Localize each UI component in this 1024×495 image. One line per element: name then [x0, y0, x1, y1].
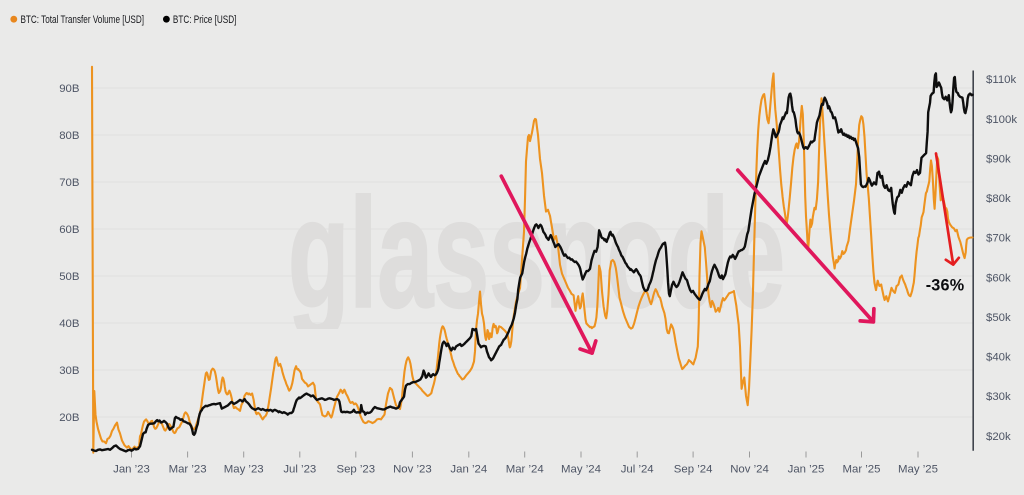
svg-text:$80k: $80k — [986, 193, 1011, 205]
svg-text:$50k: $50k — [986, 312, 1011, 324]
svg-text:May ’23: May ’23 — [224, 464, 264, 476]
svg-text:40B: 40B — [59, 318, 79, 330]
svg-text:-36%: -36% — [926, 276, 965, 294]
svg-text:$90k: $90k — [986, 153, 1011, 165]
svg-text:Sep ’23: Sep ’23 — [336, 464, 375, 476]
svg-text:$20k: $20k — [986, 431, 1011, 443]
svg-text:Nov ’23: Nov ’23 — [393, 464, 432, 476]
svg-text:May ’25: May ’25 — [898, 464, 938, 476]
svg-text:70B: 70B — [59, 177, 79, 189]
svg-text:May ’24: May ’24 — [561, 464, 601, 476]
svg-text:$70k: $70k — [986, 233, 1011, 245]
svg-text:Jan ’25: Jan ’25 — [788, 464, 825, 476]
svg-text:50B: 50B — [59, 271, 79, 283]
svg-text:Mar ’24: Mar ’24 — [506, 464, 544, 476]
svg-text:20B: 20B — [59, 412, 79, 424]
svg-text:60B: 60B — [59, 224, 79, 236]
svg-text:BTC: Total Transfer Volume [US: BTC: Total Transfer Volume [USD] — [21, 14, 145, 26]
svg-text:$30k: $30k — [986, 391, 1011, 403]
svg-text:$60k: $60k — [986, 272, 1011, 284]
svg-text:Mar ’25: Mar ’25 — [843, 464, 881, 476]
svg-text:80B: 80B — [59, 130, 79, 142]
svg-text:Nov ’24: Nov ’24 — [730, 464, 769, 476]
svg-text:$100k: $100k — [986, 114, 1017, 126]
svg-text:Jul ’23: Jul ’23 — [283, 464, 316, 476]
svg-text:glassnode: glassnode — [288, 167, 785, 340]
svg-text:Jan ’24: Jan ’24 — [450, 464, 487, 476]
svg-text:$40k: $40k — [986, 352, 1011, 364]
svg-text:$110k: $110k — [986, 74, 1016, 86]
svg-text:Jan ’23: Jan ’23 — [113, 464, 150, 476]
svg-text:90B: 90B — [59, 83, 79, 95]
svg-text:30B: 30B — [59, 365, 79, 377]
svg-text:Mar ’23: Mar ’23 — [169, 464, 207, 476]
svg-text:BTC: Price [USD]: BTC: Price [USD] — [173, 14, 237, 26]
svg-text:Jul ’24: Jul ’24 — [621, 464, 654, 476]
svg-text:Sep ’24: Sep ’24 — [674, 464, 713, 476]
